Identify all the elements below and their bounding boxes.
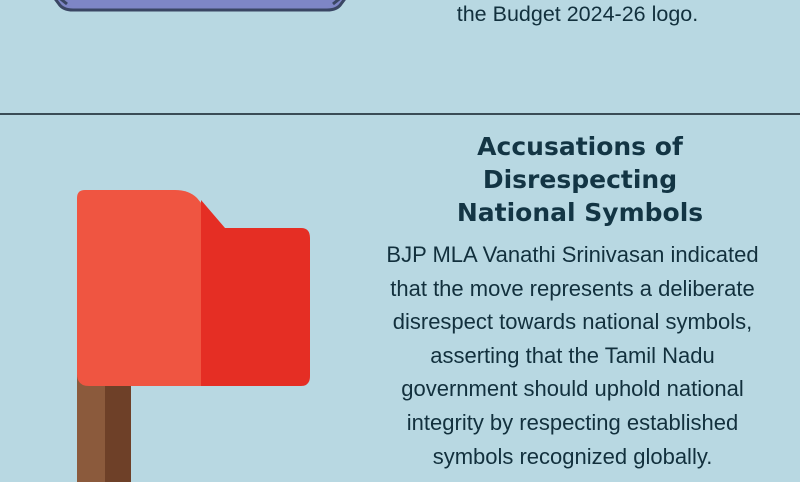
previous-section-caption: the Budget 2024-26 logo.: [456, 2, 699, 26]
flag-cloth: [77, 190, 215, 386]
body-line: government should uphold national: [401, 376, 744, 402]
flag-cloth-fold: [201, 200, 310, 386]
title-line: National Symbols: [456, 198, 704, 227]
section-title: Accusations of Disrespecting National Sy…: [420, 130, 740, 229]
section-divider: [0, 113, 800, 115]
title-line: Accusations of: [477, 132, 683, 161]
body-line: that the move represents a deliberate: [390, 275, 755, 301]
body-line: integrity by respecting established: [406, 409, 739, 435]
red-flag-icon: [77, 190, 310, 482]
body-line: asserting that the Tamil Nadu: [430, 342, 715, 368]
body-line: disrespect towards national symbols,: [392, 309, 753, 335]
body-line: symbols recognized globally.: [432, 443, 713, 469]
previous-section: the Budget 2024-26 logo.: [0, 0, 800, 114]
title-line: Disrespecting: [482, 165, 678, 194]
envelope-icon: [54, 0, 346, 12]
section-body: BJP MLA Vanathi Srinivasan indicated tha…: [385, 238, 760, 473]
body-line: BJP MLA Vanathi Srinivasan indicated: [386, 242, 759, 267]
